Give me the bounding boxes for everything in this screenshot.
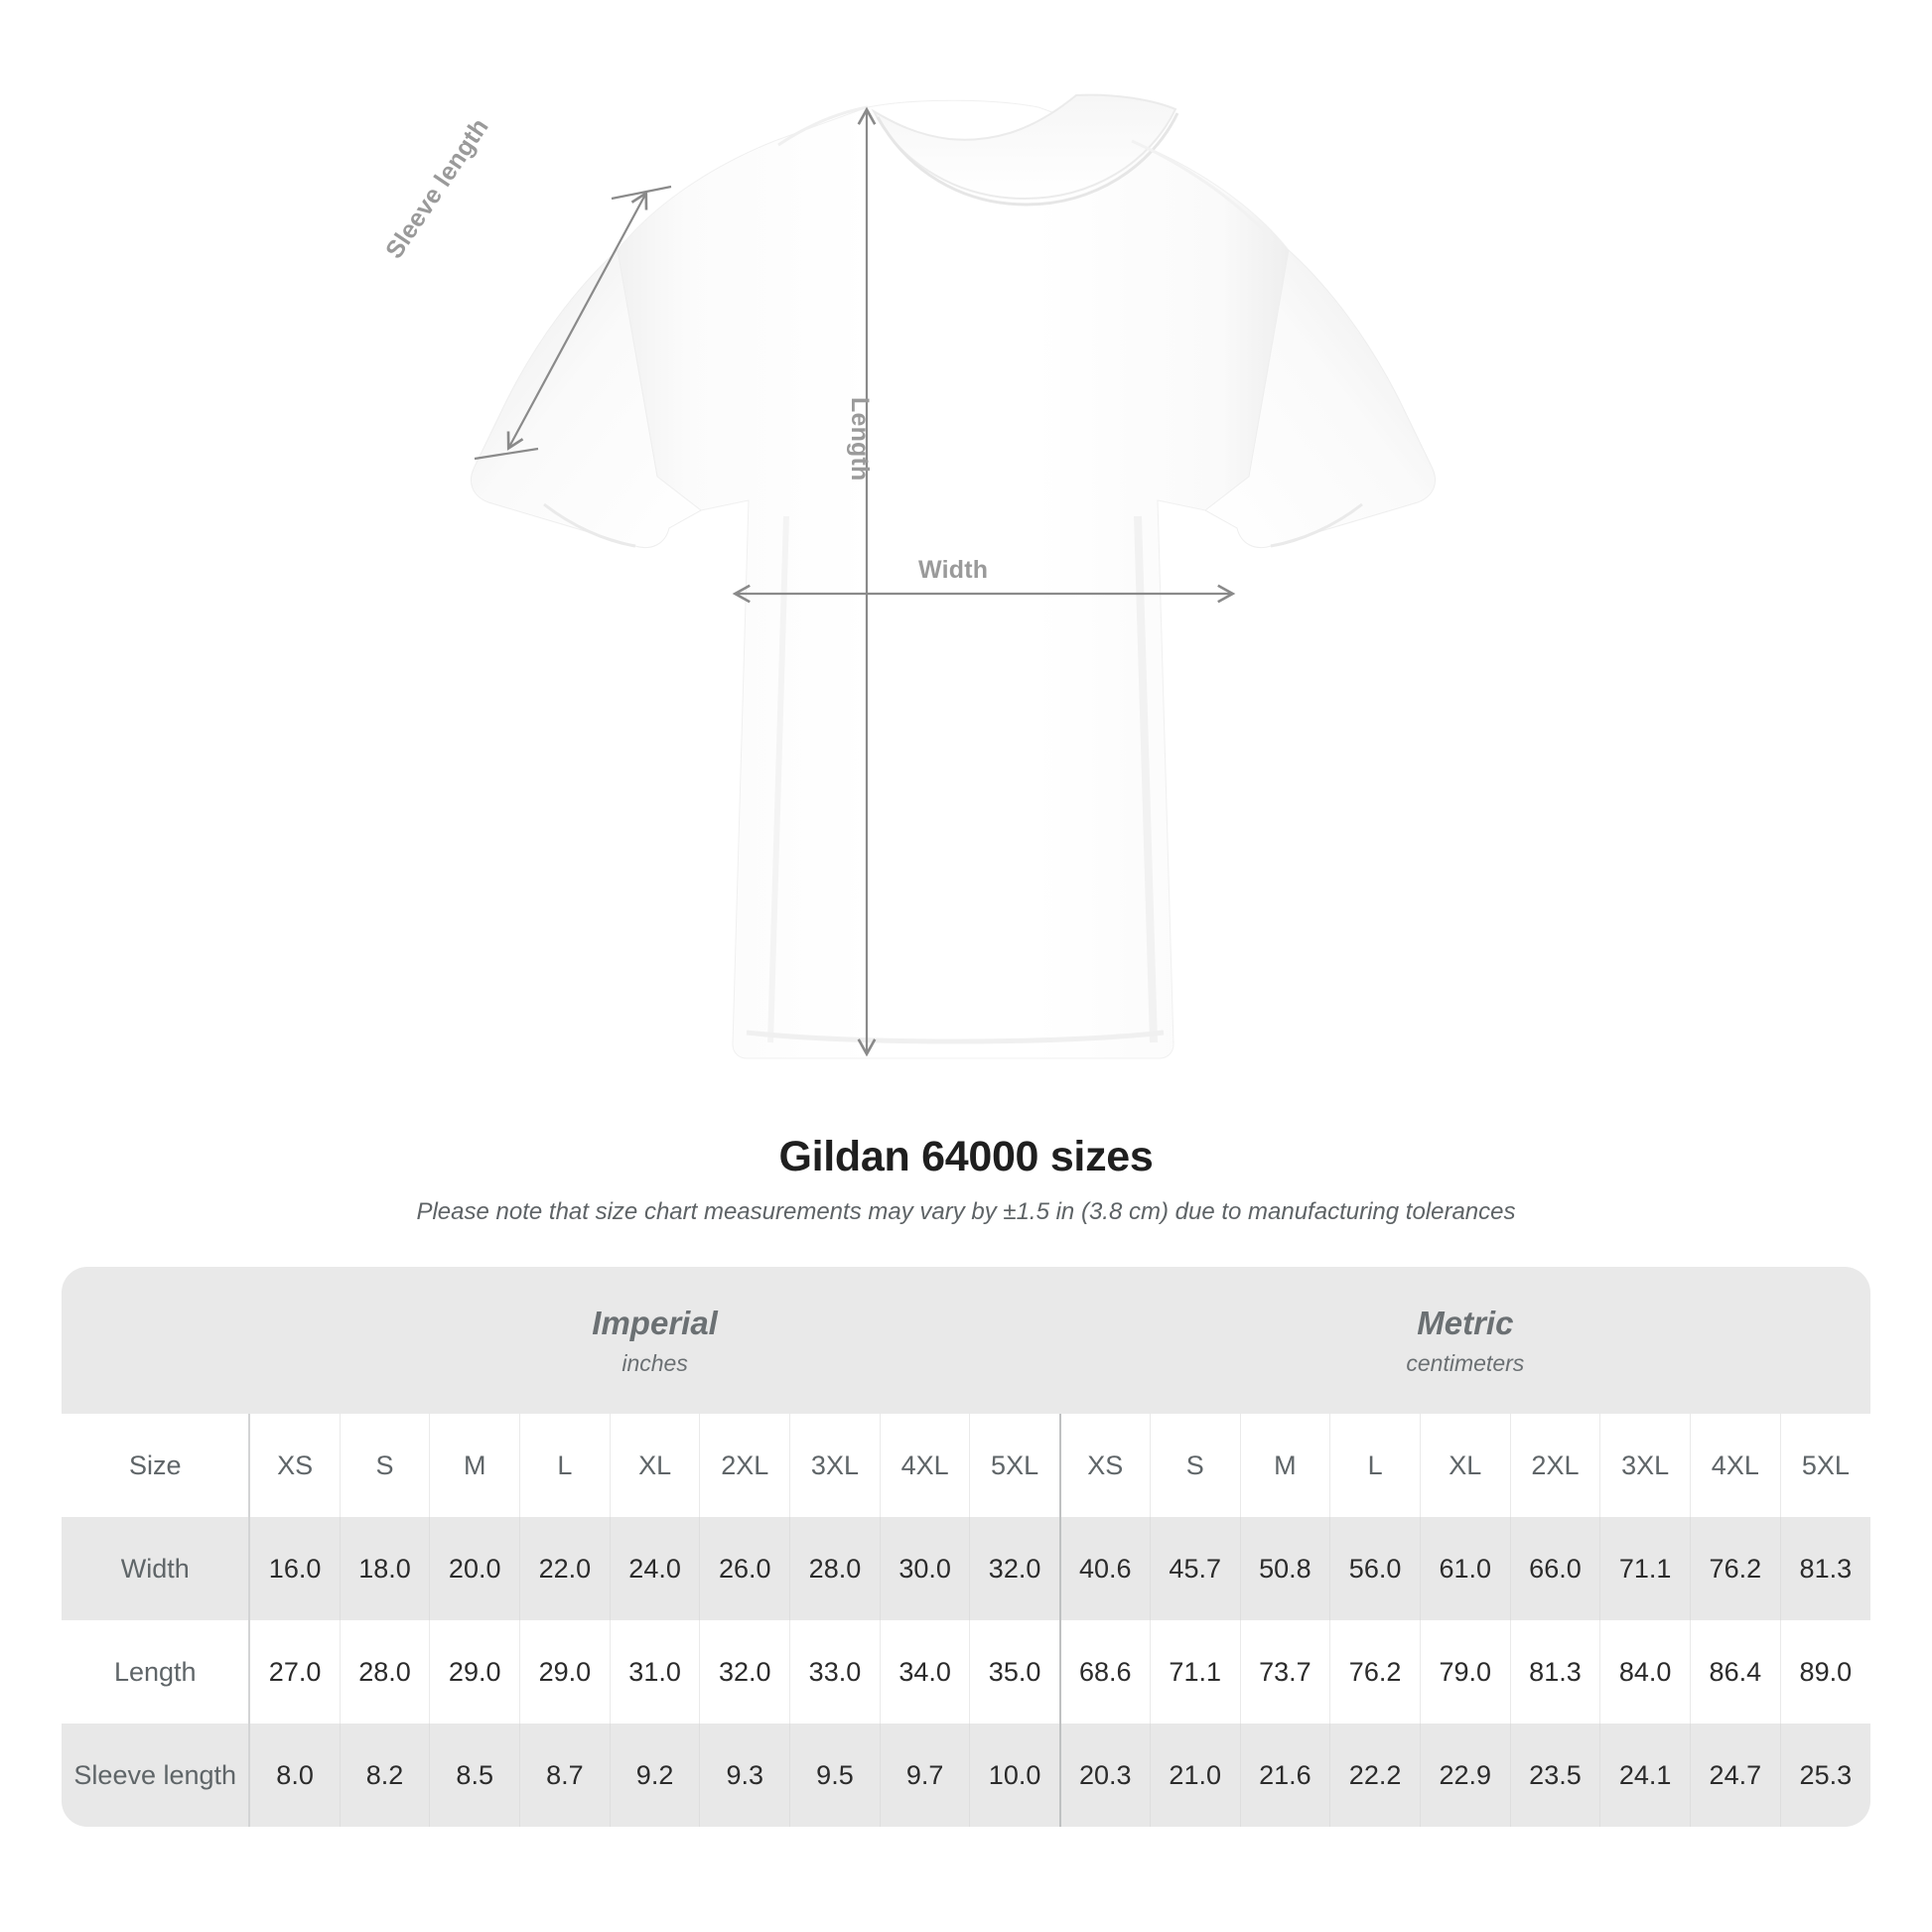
- cell-length-imperial-xl: 31.0: [609, 1620, 700, 1725]
- cell-sleeve-length-metric-s: 21.0: [1149, 1724, 1241, 1828]
- cell-length-imperial-l: 29.0: [519, 1620, 611, 1725]
- cell-width-metric-l: 56.0: [1329, 1517, 1421, 1621]
- cell-sleeve-length-imperial-5xl: 10.0: [969, 1724, 1060, 1828]
- cell-length-metric-xs: 68.6: [1058, 1620, 1151, 1725]
- cell-sleeve-length-imperial-s: 8.2: [339, 1724, 430, 1828]
- cell-length-metric-s: 71.1: [1149, 1620, 1241, 1725]
- cell-width-metric-xs: 40.6: [1058, 1517, 1151, 1621]
- size-chart-table: Imperial inches Metric centimeters Size XS S M L…: [62, 1267, 1870, 1828]
- cell-width-metric-2xl: 66.0: [1509, 1517, 1600, 1621]
- cell-sleeve-length-metric-2xl: 23.5: [1509, 1724, 1600, 1828]
- size-header-metric-m: M: [1239, 1414, 1330, 1518]
- cell-sleeve-length-metric-m: 21.6: [1239, 1724, 1330, 1828]
- size-header-metric-s: S: [1149, 1414, 1241, 1518]
- cell-sleeve-length-metric-l: 22.2: [1329, 1724, 1421, 1828]
- width-annotation-label: Width: [918, 556, 989, 584]
- cell-sleeve-length-metric-xl: 22.9: [1419, 1724, 1511, 1828]
- cell-width-metric-4xl: 76.2: [1689, 1517, 1781, 1621]
- cell-length-metric-2xl: 81.3: [1509, 1620, 1600, 1725]
- tshirt-diagram-panel: Sleeve length Length Width: [380, 93, 1436, 1059]
- cell-width-imperial-xl: 24.0: [609, 1517, 700, 1621]
- unit-sub-imperial: inches: [621, 1349, 688, 1376]
- unit-header-imperial: Imperial inches: [249, 1267, 1060, 1415]
- table-row-width: Width 16.0 18.0 20.0 22.0 24.0 26.0 28.0 30.0 32.…: [62, 1517, 1870, 1621]
- cell-length-imperial-5xl: 35.0: [969, 1620, 1060, 1725]
- cell-width-metric-s: 45.7: [1149, 1517, 1241, 1621]
- tshirt-illustration: [471, 93, 1436, 1059]
- cell-length-metric-m: 73.7: [1239, 1620, 1330, 1725]
- cell-width-metric-m: 50.8: [1239, 1517, 1330, 1621]
- cell-length-imperial-xs: 27.0: [248, 1620, 341, 1725]
- shirt-body-shape: [471, 93, 1436, 1059]
- unit-header-metric: Metric centimeters: [1059, 1267, 1870, 1415]
- cell-length-imperial-4xl: 34.0: [879, 1620, 970, 1725]
- row-header-width: Width: [62, 1517, 250, 1621]
- size-header-imperial-2xl: 2XL: [699, 1414, 790, 1518]
- cell-length-metric-3xl: 84.0: [1599, 1620, 1691, 1725]
- size-header-metric-xl: XL: [1419, 1414, 1511, 1518]
- size-header-imperial-4xl: 4XL: [879, 1414, 970, 1518]
- cell-length-imperial-3xl: 33.0: [789, 1620, 881, 1725]
- unit-band-row: Imperial inches Metric centimeters: [62, 1267, 1870, 1415]
- cell-sleeve-length-metric-4xl: 24.7: [1689, 1724, 1781, 1828]
- cell-width-imperial-m: 20.0: [429, 1517, 520, 1621]
- size-table-container: Imperial inches Metric centimeters Size XS S M L…: [62, 1267, 1870, 1828]
- size-header-metric-4xl: 4XL: [1689, 1414, 1781, 1518]
- cell-width-metric-3xl: 71.1: [1599, 1517, 1691, 1621]
- cell-width-imperial-xs: 16.0: [248, 1517, 341, 1621]
- cell-length-imperial-s: 28.0: [339, 1620, 430, 1725]
- cell-sleeve-length-imperial-m: 8.5: [429, 1724, 520, 1828]
- cell-width-imperial-2xl: 26.0: [699, 1517, 790, 1621]
- tolerance-note: Please note that size chart measurements…: [416, 1198, 1516, 1226]
- table-row-sleeve-length: Sleeve length 8.0 8.2 8.5 8.7 9.2 9.3 9.5 9.7 10.…: [62, 1724, 1870, 1828]
- size-header-metric-3xl: 3XL: [1599, 1414, 1691, 1518]
- row-header-size: Size: [62, 1414, 250, 1518]
- cell-length-imperial-2xl: 32.0: [699, 1620, 790, 1725]
- cell-length-metric-4xl: 86.4: [1689, 1620, 1781, 1725]
- sleeve-length-measure-arrow: [474, 185, 672, 461]
- cell-sleeve-length-metric-xs: 20.3: [1058, 1724, 1151, 1828]
- size-header-metric-2xl: 2XL: [1509, 1414, 1600, 1518]
- table-row-length: Length 27.0 28.0 29.0 29.0 31.0 32.0 33.0 34.0 35…: [62, 1620, 1870, 1725]
- cell-width-imperial-3xl: 28.0: [789, 1517, 881, 1621]
- row-header-sleeve-length: Sleeve length: [62, 1724, 250, 1828]
- size-header-metric-5xl: 5XL: [1779, 1414, 1870, 1518]
- length-annotation-label: Length: [846, 397, 874, 482]
- cell-length-metric-xl: 79.0: [1419, 1620, 1511, 1725]
- size-header-imperial-xl: XL: [609, 1414, 700, 1518]
- size-header-imperial-l: L: [519, 1414, 611, 1518]
- cell-width-imperial-4xl: 30.0: [879, 1517, 970, 1621]
- cell-sleeve-length-imperial-3xl: 9.5: [789, 1724, 881, 1828]
- table-row-size-header: Size XS S M L XL 2XL 3XL 4XL 5XL XS S M L XL 2XL 3XL 4XL 5…: [62, 1414, 1870, 1518]
- cell-sleeve-length-metric-5xl: 25.3: [1779, 1724, 1870, 1828]
- cell-width-metric-xl: 61.0: [1419, 1517, 1511, 1621]
- cell-width-imperial-5xl: 32.0: [969, 1517, 1060, 1621]
- cell-sleeve-length-imperial-l: 8.7: [519, 1724, 611, 1828]
- cell-width-metric-5xl: 81.3: [1779, 1517, 1870, 1621]
- unit-band-spacer: [62, 1267, 250, 1415]
- cell-length-metric-l: 76.2: [1329, 1620, 1421, 1725]
- cell-sleeve-length-imperial-4xl: 9.7: [879, 1724, 970, 1828]
- size-header-metric-l: L: [1329, 1414, 1421, 1518]
- cell-length-metric-5xl: 89.0: [1779, 1620, 1870, 1725]
- cell-width-imperial-l: 22.0: [519, 1517, 611, 1621]
- cell-width-imperial-s: 18.0: [339, 1517, 430, 1621]
- unit-name-metric: Metric: [1417, 1304, 1514, 1341]
- size-header-imperial-m: M: [429, 1414, 520, 1518]
- cell-sleeve-length-imperial-xs: 8.0: [248, 1724, 341, 1828]
- row-header-length: Length: [62, 1620, 250, 1725]
- size-header-imperial-5xl: 5XL: [969, 1414, 1060, 1518]
- cell-sleeve-length-metric-3xl: 24.1: [1599, 1724, 1691, 1828]
- size-header-imperial-s: S: [339, 1414, 430, 1518]
- size-header-metric-xs: XS: [1058, 1414, 1151, 1518]
- size-chart-header: Gildan 64000 sizes Please note that size…: [0, 1122, 1932, 1227]
- cell-sleeve-length-imperial-xl: 9.2: [609, 1724, 700, 1828]
- cell-length-imperial-m: 29.0: [429, 1620, 520, 1725]
- cell-sleeve-length-imperial-2xl: 9.3: [699, 1724, 790, 1828]
- page-title: Gildan 64000 sizes: [778, 1133, 1154, 1180]
- size-header-imperial-3xl: 3XL: [789, 1414, 881, 1518]
- size-header-imperial-xs: XS: [248, 1414, 341, 1518]
- unit-name-imperial: Imperial: [592, 1304, 718, 1341]
- unit-sub-metric: centimeters: [1406, 1349, 1525, 1376]
